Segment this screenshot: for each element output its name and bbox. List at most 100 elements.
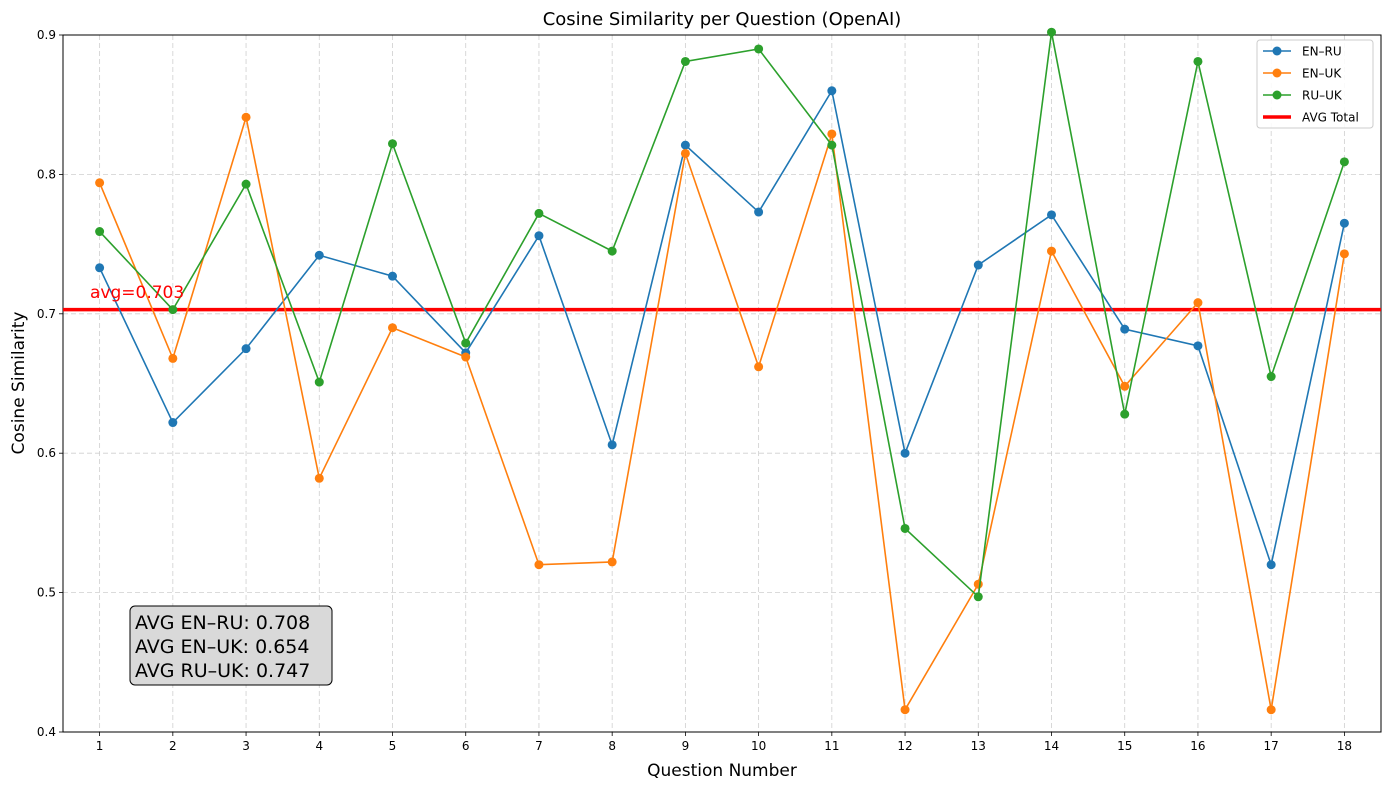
- legend-label-avg-total: AVG Total: [1302, 111, 1359, 125]
- x-tick-label: 18: [1337, 739, 1352, 753]
- data-point-en-ru: [607, 440, 617, 450]
- legend-entry-avg-total: AVG Total: [1263, 111, 1359, 125]
- x-tick-label: 16: [1190, 739, 1205, 753]
- data-point-en-ru: [827, 86, 837, 96]
- y-tick-label: 0.9: [37, 28, 56, 42]
- legend-label-ru-uk: RU–UK: [1302, 89, 1343, 103]
- legend-frame: [1256, 39, 1374, 129]
- series-line-ru-uk: [99, 32, 1346, 599]
- stats-box-background: [129, 605, 333, 686]
- y-axis-label: Cosine Similarity: [9, 312, 29, 455]
- data-point-en-ru: [1120, 324, 1130, 334]
- x-tick-label: 10: [751, 739, 766, 753]
- data-point-ru-uk: [461, 338, 471, 348]
- data-point-en-ru: [95, 263, 105, 273]
- data-point-ru-uk: [607, 246, 617, 256]
- data-point-en-uk: [168, 353, 178, 363]
- data-point-ru-uk: [973, 592, 983, 602]
- plot-area-border: [62, 34, 1382, 733]
- data-point-en-ru: [314, 250, 324, 260]
- avg-line-label: avg=0.703: [90, 283, 184, 303]
- legend-entry-en-ru: EN–RU: [1263, 45, 1342, 59]
- data-point-en-uk: [754, 362, 764, 372]
- data-point-en-uk: [607, 557, 617, 567]
- data-point-ru-uk: [1339, 157, 1349, 167]
- data-point-ru-uk: [900, 523, 910, 533]
- data-point-en-uk: [1339, 249, 1349, 259]
- data-point-en-uk: [388, 323, 397, 333]
- data-point-en-uk: [1193, 298, 1203, 308]
- data-point-en-ru: [900, 448, 910, 458]
- x-tick-label: 9: [682, 739, 690, 753]
- data-point-en-ru: [1193, 341, 1203, 351]
- data-point-en-ru: [1047, 210, 1056, 220]
- data-point-ru-uk: [1266, 372, 1276, 382]
- data-point-en-ru: [168, 418, 178, 428]
- y-tick-label: 0.5: [37, 586, 56, 600]
- data-point-en-uk: [241, 112, 251, 122]
- x-tick-label: 1: [96, 739, 104, 753]
- x-tick-label: 15: [1117, 739, 1132, 753]
- x-tick-label: 13: [971, 739, 986, 753]
- x-tick-label: 6: [462, 739, 470, 753]
- series-layer: [95, 27, 1349, 715]
- data-point-en-ru: [534, 231, 544, 241]
- data-point-en-uk: [461, 352, 471, 362]
- y-tick-label: 0.7: [37, 307, 56, 321]
- data-point-en-uk: [900, 705, 910, 715]
- stats-line-ru-uk: AVG RU–UK: 0.747: [135, 660, 310, 682]
- legend-label-en-uk: EN–UK: [1302, 67, 1342, 81]
- x-tick-label: 11: [824, 739, 839, 753]
- stats-line-en-uk: AVG EN–UK: 0.654: [135, 636, 309, 658]
- stats-line-en-ru: AVG EN–RU: 0.708: [135, 612, 310, 634]
- data-point-en-uk: [95, 178, 105, 188]
- x-tick-label: 4: [315, 739, 323, 753]
- data-point-ru-uk: [1047, 27, 1056, 37]
- data-point-en-ru: [680, 140, 690, 150]
- data-point-en-ru: [1339, 218, 1349, 228]
- legend-marker-en-uk: [1272, 68, 1282, 78]
- x-axis-label: Question Number: [647, 761, 797, 781]
- ticks: 1 2 3 4 5 6 7 8 9 10 11 12 13 14 15 16 17 180.40.50.60.70…: [37, 28, 1352, 753]
- data-point-ru-uk: [1120, 409, 1130, 419]
- axes-frame: [62, 34, 1382, 733]
- x-tick-label: 7: [535, 739, 543, 753]
- x-tick-label: 2: [169, 739, 177, 753]
- data-point-en-uk: [1266, 705, 1276, 715]
- legend-entry-ru-uk: RU–UK: [1263, 89, 1343, 103]
- data-point-en-ru: [754, 207, 764, 217]
- data-point-ru-uk: [168, 305, 178, 315]
- data-point-ru-uk: [314, 377, 324, 387]
- data-point-ru-uk: [534, 208, 544, 218]
- data-point-en-ru: [973, 260, 983, 270]
- data-point-en-uk: [1120, 381, 1130, 391]
- legend-marker-en-ru: [1272, 46, 1282, 56]
- data-point-en-uk: [1047, 246, 1056, 256]
- y-tick-label: 0.8: [37, 167, 56, 181]
- data-point-ru-uk: [1193, 56, 1203, 66]
- x-tick-label: 14: [1044, 739, 1059, 753]
- data-point-en-ru: [241, 344, 251, 354]
- data-point-en-uk: [827, 129, 837, 139]
- x-tick-label: 17: [1264, 739, 1279, 753]
- data-point-ru-uk: [680, 56, 690, 66]
- data-point-en-uk: [534, 560, 544, 570]
- data-point-ru-uk: [754, 44, 764, 54]
- data-point-en-uk: [314, 473, 324, 483]
- legend-entry-en-uk: EN–UK: [1263, 67, 1342, 81]
- data-point-en-ru: [388, 271, 397, 281]
- x-tick-label: 8: [608, 739, 616, 753]
- legend: EN–RU EN–UK RU–UK AVG Total: [1256, 39, 1374, 129]
- legend-marker-ru-uk: [1272, 90, 1282, 100]
- data-point-ru-uk: [95, 227, 105, 237]
- data-point-en-uk: [680, 148, 690, 158]
- data-point-en-ru: [1266, 560, 1276, 570]
- chart-title: Cosine Similarity per Question (OpenAI): [543, 9, 902, 30]
- data-point-ru-uk: [827, 140, 837, 150]
- x-tick-label: 5: [389, 739, 397, 753]
- data-point-en-uk: [973, 579, 983, 589]
- y-tick-label: 0.4: [37, 725, 56, 739]
- series-line-en-uk: [98, 117, 1346, 713]
- data-point-ru-uk: [388, 139, 397, 149]
